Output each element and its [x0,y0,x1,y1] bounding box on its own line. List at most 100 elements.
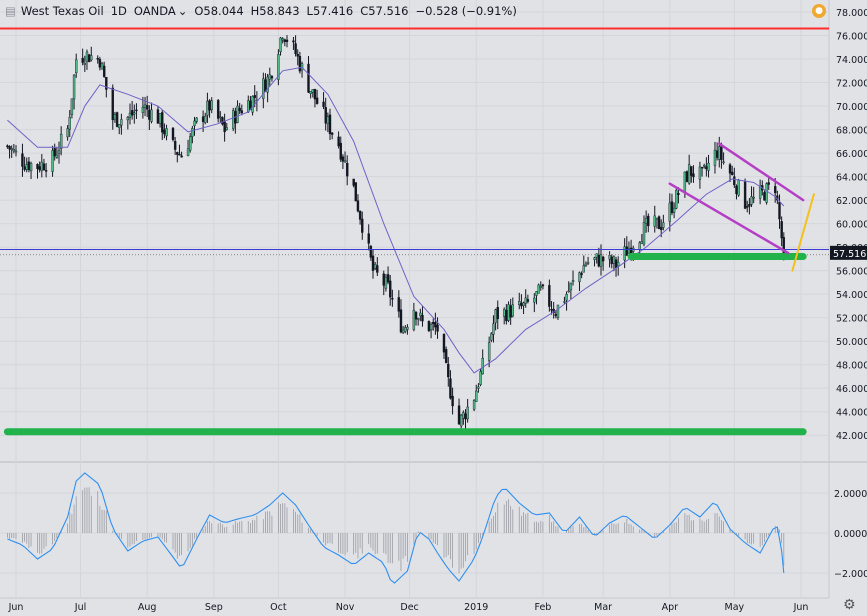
candle-body [677,193,680,195]
candle-body [477,386,480,389]
candle-body [330,132,334,135]
candle-body [509,305,512,318]
candle-body [262,78,265,99]
candle-body [713,149,717,166]
candle-body [292,40,295,43]
candle-body [44,170,48,172]
candle-body [638,242,641,250]
chart-header: ▤ West Texas Oil 1D OANDA ⌄ O58.044 H58.8… [0,0,524,22]
y-tick-label: 60.000 [836,220,867,231]
candle-body [326,116,330,124]
candle-body [324,107,327,124]
candle-body [371,255,375,271]
candle-body [105,76,108,90]
candle-body [526,299,530,302]
candle-body [782,237,785,254]
layout-icon[interactable]: ▤ [5,4,16,18]
candle-body [507,304,510,321]
candle-body [578,272,581,283]
candle-body [640,241,644,244]
candle-body [492,323,495,335]
candle-body [346,162,349,177]
candle-body [386,274,390,283]
y-tick-label: 56.000 [836,267,867,278]
x-tick-label: Nov [336,602,355,613]
candle-body [281,38,284,41]
candle-body [496,307,499,320]
candle-body [722,161,725,164]
candle-body [728,164,732,174]
candle-body [238,107,241,111]
candle-body [163,129,166,135]
candle-body [773,186,777,194]
candle-body [421,314,424,322]
candle-body [623,246,626,261]
y-tick-label: 46.000 [836,384,867,395]
candle-body [565,294,568,301]
x-tick-label: Oct [270,602,287,613]
candle-body [120,119,123,126]
last-price-label: 57.516 [833,249,866,260]
gear-icon[interactable]: ⚙ [843,597,856,613]
x-tick-label: May [725,602,745,613]
candle-body [158,113,162,124]
candle-body [59,133,63,149]
candle-body [459,415,463,427]
candle-body [361,218,364,233]
x-tick-label: Feb [535,602,552,613]
candle-body [98,59,102,68]
candle-body [763,192,766,201]
candle-body [698,166,702,180]
candle-body [752,197,755,199]
drawings[interactable] [0,27,829,436]
candle-body [268,74,271,80]
candle-body [414,311,418,320]
candle-body [657,216,661,230]
candle-body [178,153,181,156]
y-tick-label: 48.000 [836,361,867,372]
candle-body [610,256,613,265]
candle-body [195,117,198,122]
candle-body [647,215,650,227]
candle-body [391,298,394,300]
candle-body [343,160,347,163]
broker[interactable]: OANDA ⌄ [133,4,188,18]
candle-body [466,406,469,420]
candle-body [718,146,721,160]
candle-body [356,200,360,212]
candle-body [133,112,136,115]
candle-body [216,100,220,119]
candle-body [81,57,84,63]
candle-body [670,201,674,214]
candle-body [490,333,493,341]
alert-icon[interactable]: ● [812,4,826,18]
chevron-down-icon[interactable]: ⌄ [177,4,188,18]
candle-body [730,171,734,175]
candle-body [642,222,646,245]
candle-body [10,148,13,150]
symbol-name[interactable]: West Texas Oil [20,4,104,18]
candle-body [83,63,87,65]
candle-body [311,89,314,93]
candle-body [614,259,618,268]
candle-body [208,100,211,111]
y-tick-label: 64.000 [836,173,867,184]
candle-body [204,115,207,123]
candle-body [277,54,280,80]
candle-body [401,329,405,333]
candle-body [130,110,134,116]
low-value: L57.416 [306,4,354,18]
candle-body [567,290,570,293]
candle-body [219,116,222,118]
candle-body [389,280,392,298]
x-tick-label: Jun [8,602,24,613]
interval[interactable]: 1D [110,4,127,18]
candle-body [475,390,478,402]
candle-body [750,196,753,205]
candle-body [113,114,117,120]
candle-body [36,164,39,170]
candle-body [597,254,601,267]
change-value: −0.528 (−0.91%) [415,4,517,18]
candle-body [115,112,119,127]
